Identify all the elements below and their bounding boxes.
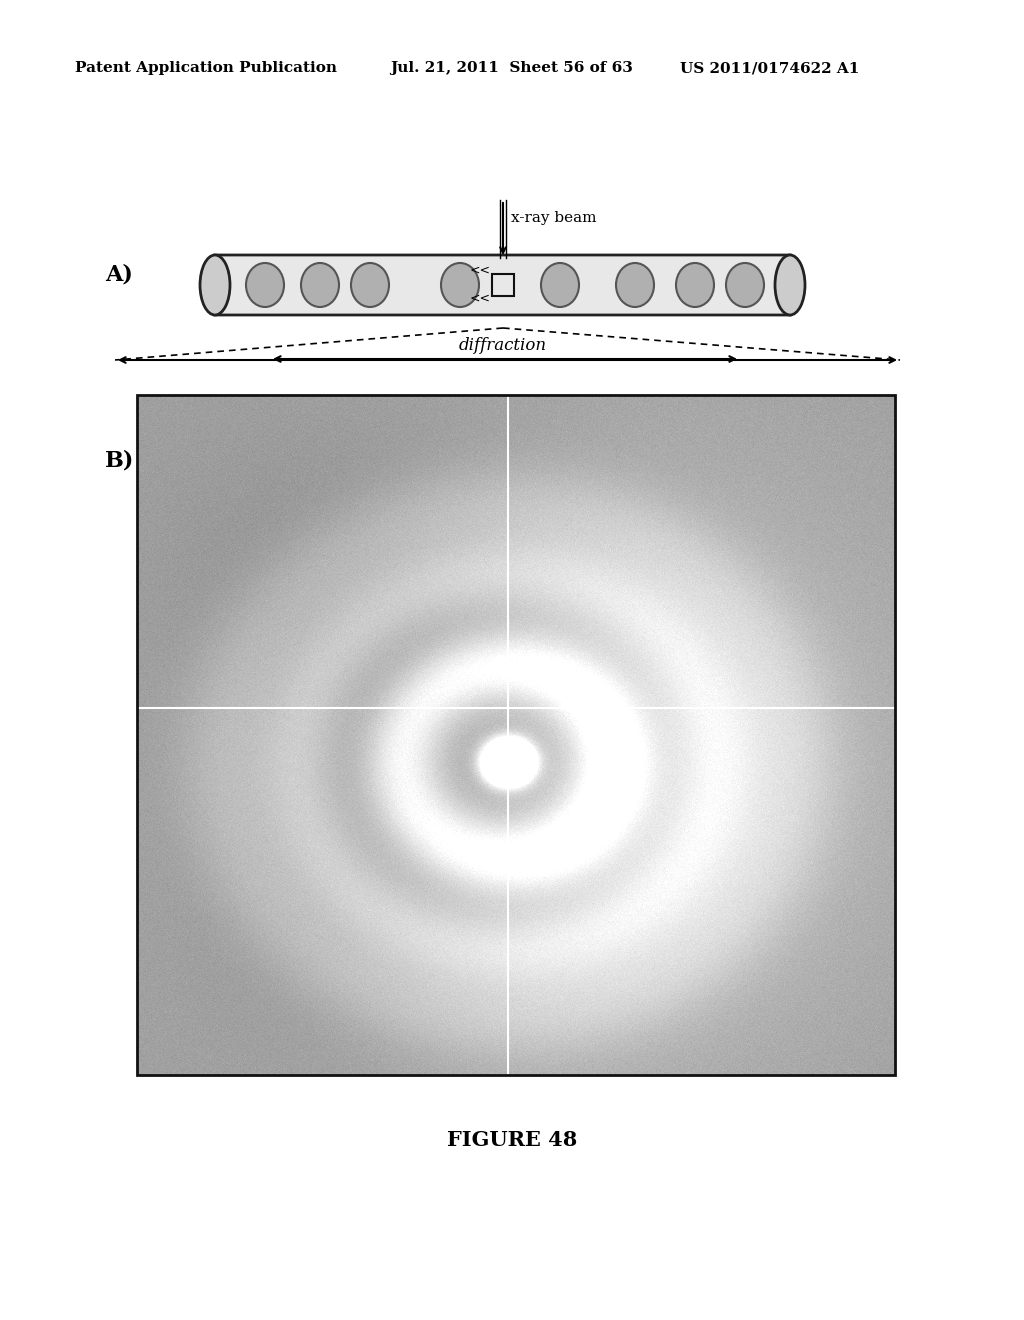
Text: A): A) (105, 264, 133, 286)
Ellipse shape (441, 263, 479, 308)
Ellipse shape (541, 263, 579, 308)
Ellipse shape (246, 263, 284, 308)
Ellipse shape (775, 255, 805, 315)
Ellipse shape (726, 263, 764, 308)
Bar (492, 275, 514, 296)
Text: B): B) (105, 449, 134, 471)
Text: x-ray beam: x-ray beam (511, 211, 597, 224)
Ellipse shape (351, 263, 389, 308)
Ellipse shape (676, 263, 714, 308)
Ellipse shape (200, 255, 230, 315)
Text: FIGURE 48: FIGURE 48 (446, 1130, 578, 1150)
Text: Patent Application Publication: Patent Application Publication (75, 61, 337, 75)
Ellipse shape (301, 263, 339, 308)
Text: Jul. 21, 2011  Sheet 56 of 63: Jul. 21, 2011 Sheet 56 of 63 (390, 61, 633, 75)
Text: diffraction: diffraction (459, 337, 547, 354)
Bar (137, 395, 895, 1074)
Text: <<: << (469, 264, 490, 276)
Text: <<: << (469, 292, 490, 305)
Text: US 2011/0174622 A1: US 2011/0174622 A1 (680, 61, 859, 75)
Ellipse shape (616, 263, 654, 308)
FancyBboxPatch shape (215, 255, 790, 315)
